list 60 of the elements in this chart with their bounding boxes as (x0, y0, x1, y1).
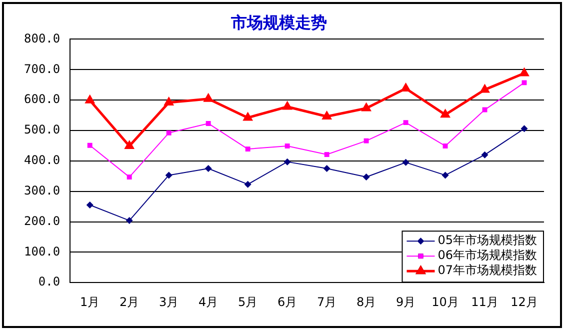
y-tick-label: 600.0 (24, 92, 60, 106)
chart-title: 市场规模走势 (230, 12, 327, 32)
point (204, 165, 212, 172)
y-tick-label: 200.0 (24, 214, 60, 228)
point (442, 172, 449, 179)
x-tick-label: 7月 (316, 294, 337, 309)
y-tick-label: 300.0 (24, 183, 60, 198)
y-tick-label: 400.0 (24, 153, 60, 168)
point (244, 180, 252, 188)
point (165, 172, 172, 179)
point (324, 152, 330, 157)
legend-label: 07年市场规模指数 (438, 263, 538, 278)
point (442, 144, 448, 148)
x-tick-label: 2月 (120, 294, 140, 309)
y-tick-label: 0.0 (38, 274, 60, 289)
x-tick-label: 4月 (198, 294, 218, 309)
x-tick-label: 9月 (396, 294, 416, 309)
point (126, 217, 133, 224)
point (206, 121, 211, 126)
point (400, 82, 411, 92)
point (482, 107, 488, 112)
legend-label: 05年市场规模指数 (438, 233, 538, 248)
point (402, 158, 410, 166)
point (362, 174, 370, 181)
point (364, 138, 369, 144)
point (481, 151, 488, 158)
point (84, 94, 96, 104)
x-tick-label: 6月 (277, 294, 298, 309)
y-tick-label: 800.0 (24, 31, 60, 46)
y-tick-label: 500.0 (24, 122, 60, 137)
legend-label: 06年市场规模指数 (438, 248, 538, 262)
point (86, 202, 94, 209)
point (245, 146, 250, 152)
point (126, 174, 132, 180)
point (519, 67, 530, 76)
y-tick-label: 700.0 (24, 62, 60, 76)
point (284, 158, 291, 166)
point (87, 142, 92, 148)
point (242, 112, 254, 121)
point (124, 140, 135, 149)
y-tick-label: 100.0 (24, 244, 60, 258)
point (164, 96, 174, 106)
x-tick-label: 5月 (238, 294, 258, 309)
point (323, 165, 330, 172)
point (361, 102, 372, 112)
point (282, 100, 293, 110)
point (166, 130, 172, 136)
x-tick-label: 1月 (80, 294, 100, 309)
point (403, 120, 408, 126)
x-tick-label: 3月 (159, 294, 179, 309)
point (284, 144, 290, 148)
point (520, 125, 528, 132)
point (203, 92, 214, 102)
x-tick-label: 8月 (356, 294, 376, 309)
x-tick-label: 10月 (432, 294, 459, 309)
point (480, 84, 490, 93)
x-tick-label: 12月 (510, 294, 538, 309)
point (322, 110, 332, 120)
x-tick-label: 11月 (471, 294, 498, 309)
point (440, 108, 450, 118)
